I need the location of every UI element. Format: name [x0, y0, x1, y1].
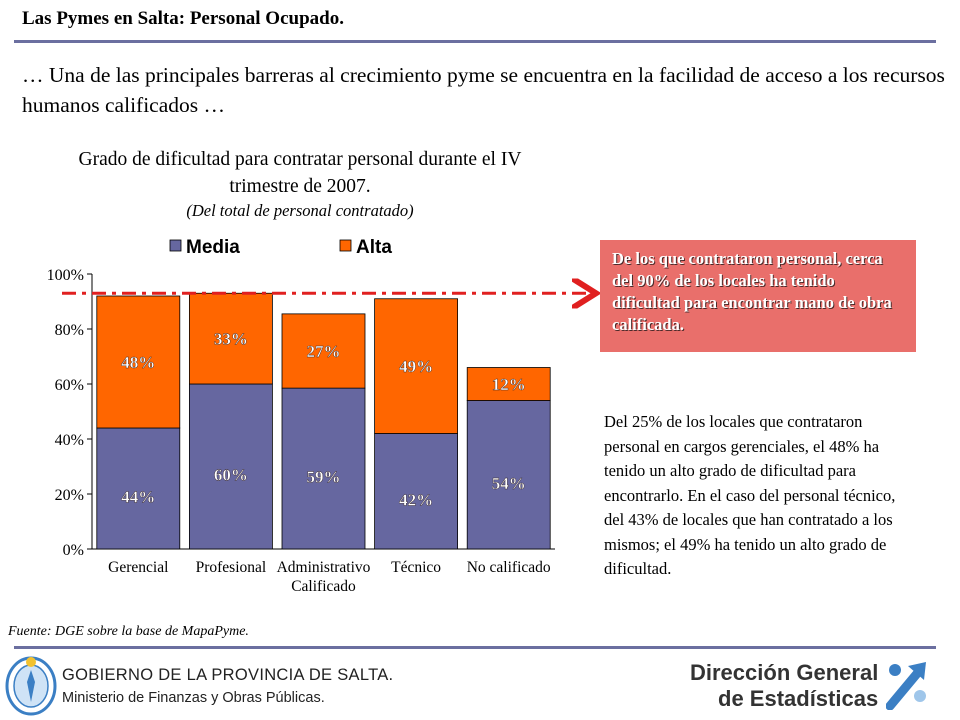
source-note: Fuente: DGE sobre la base de MapaPyme.	[8, 624, 249, 639]
side-paragraph: Del 25% de los locales que contrataron p…	[604, 412, 896, 578]
x-tick-label: Profesional	[196, 559, 267, 576]
bar-segment-alta	[466, 367, 551, 401]
data-label: 42%	[399, 490, 433, 509]
dge-name-line1: Dirección General	[690, 660, 879, 685]
data-label: 33%	[214, 330, 248, 349]
government-name: GOBIERNO DE LA PROVINCIA DE SALTA.	[62, 666, 394, 684]
legend-label: Media	[186, 237, 240, 258]
y-tick-label: 0%	[63, 542, 84, 559]
chart-title-block: Grado de dificultad para contratar perso…	[60, 146, 540, 222]
legend-swatch	[339, 239, 352, 252]
chart-title: Grado de dificultad para contratar perso…	[78, 149, 522, 197]
salta-coat-of-arms-icon	[5, 656, 57, 716]
bar-segment-alta	[188, 292, 273, 385]
y-tick-label: 40%	[55, 432, 84, 449]
callout-box: De los que contrataron personal, cerca d…	[600, 240, 916, 352]
bar-segment-media	[188, 383, 273, 550]
bar-segment-media	[96, 427, 181, 550]
dge-name-line2: de Estadísticas	[718, 686, 879, 711]
y-tick-label: 20%	[55, 487, 84, 504]
data-label: 59%	[307, 468, 341, 487]
x-tick-label: Calificado	[291, 578, 356, 595]
stacked-bar-chart: Media Alta 0% 20% 40% 60% 80% 100% 44% 48% Gerenci…	[47, 237, 600, 595]
bar-segment-alta	[96, 295, 181, 429]
title-divider	[14, 40, 936, 43]
data-label: 54%	[492, 474, 526, 493]
data-label: 27%	[307, 342, 341, 361]
bar-segment-media	[466, 400, 551, 550]
y-tick-label: 60%	[55, 377, 84, 394]
x-tick-label: No calificado	[467, 559, 551, 576]
data-label: 60%	[214, 466, 248, 485]
chart-subtitle: (Del total de personal contratado)	[186, 201, 414, 220]
slide-title: Las Pymes en Salta: Personal Ocupado.	[22, 8, 344, 29]
footer-divider	[14, 646, 936, 649]
data-label: 48%	[121, 353, 155, 372]
x-tick-label: Administrativo	[277, 559, 371, 576]
data-label: 12%	[492, 375, 526, 394]
data-label: 44%	[121, 488, 155, 507]
ministry-name: Ministerio de Finanzas y Obras Públicas.	[62, 690, 325, 706]
y-tick-label: 100%	[47, 267, 84, 284]
legend-swatch	[169, 239, 182, 252]
bar-segment-media	[281, 387, 366, 550]
bar-segment-alta	[374, 298, 459, 434]
dge-logo-icon	[886, 662, 926, 710]
intro-text: … Una de las principales barreras al cre…	[22, 63, 945, 117]
y-tick-label: 80%	[55, 322, 84, 339]
bar-segment-alta	[281, 313, 366, 389]
data-label: 49%	[399, 357, 433, 376]
legend-label: Alta	[356, 237, 392, 258]
x-tick-label: Técnico	[391, 559, 441, 576]
x-tick-label: Gerencial	[108, 559, 168, 576]
